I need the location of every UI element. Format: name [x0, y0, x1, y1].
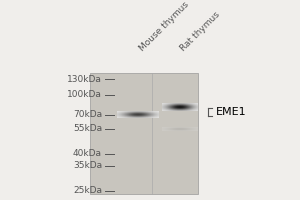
Text: 70kDa: 70kDa: [73, 110, 102, 119]
Text: 35kDa: 35kDa: [73, 161, 102, 170]
Text: Mouse thymus: Mouse thymus: [138, 0, 191, 53]
FancyBboxPatch shape: [90, 73, 198, 194]
Text: 40kDa: 40kDa: [73, 149, 102, 158]
Text: EME1: EME1: [216, 107, 247, 117]
Text: 100kDa: 100kDa: [67, 90, 102, 99]
Text: Rat thymus: Rat thymus: [178, 10, 221, 53]
Text: 55kDa: 55kDa: [73, 124, 102, 133]
Text: 25kDa: 25kDa: [73, 186, 102, 195]
Text: 130kDa: 130kDa: [67, 75, 102, 84]
